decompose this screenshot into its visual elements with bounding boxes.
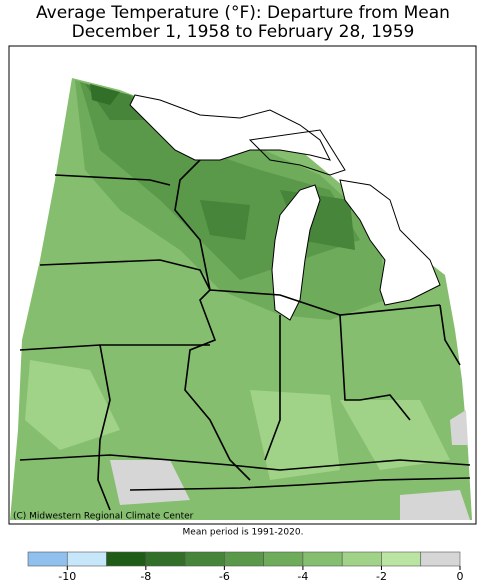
colorbar-box <box>263 551 304 567</box>
credit: (C) Midwestern Regional Climate Center <box>13 512 194 522</box>
colorbar-box <box>145 551 186 567</box>
map: (C) Midwestern Regional Climate Center <box>8 45 477 525</box>
title: Average Temperature (°F): Departure from… <box>36 3 450 23</box>
colorbar-box <box>106 551 147 567</box>
note: Mean period is 1991-2020. <box>183 528 304 538</box>
colorbar-box <box>224 551 264 567</box>
colorbar-box <box>341 551 382 567</box>
colorbar-box <box>381 551 422 567</box>
colorbar-box <box>184 551 225 567</box>
colorbar-tick-label: 0 <box>457 570 464 583</box>
colorbar-box <box>27 551 68 567</box>
colorbar-tick-label: -6 <box>219 570 230 583</box>
colorbar-box <box>420 551 461 567</box>
subtitle: December 1, 1958 to February 28, 1959 <box>72 22 415 42</box>
colorbar-tick-label: -4 <box>297 570 308 583</box>
colorbar-tick-label: -8 <box>140 570 151 583</box>
colorbar-box <box>302 551 343 567</box>
colorbar-tick-label: -2 <box>376 570 387 583</box>
colorbar-box <box>66 551 107 567</box>
colorbar-tick-label: -10 <box>58 570 76 583</box>
